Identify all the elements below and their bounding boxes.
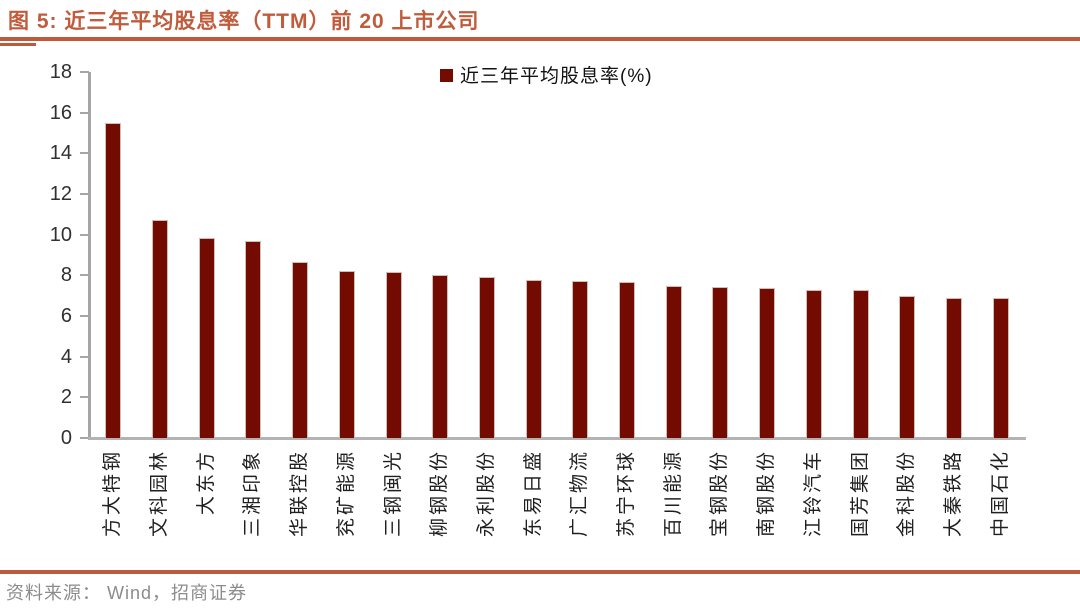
bar [338,271,355,438]
x-axis-label: 三钢闽光 [382,449,404,538]
title-rule-accent [0,43,36,46]
x-axis-label: 国芳集团 [849,449,871,538]
bar [992,297,1009,438]
y-axis-tick-mark [80,71,89,73]
bar [899,295,916,438]
y-axis-tick-label: 2 [60,386,72,409]
x-axis-label: 宝钢股份 [709,449,731,538]
x-axis-label: 江铃汽车 [802,449,824,538]
y-axis-tick-label: 14 [49,142,72,165]
bar [759,287,776,438]
bar [245,240,262,438]
y-axis-tick-label: 4 [60,345,72,368]
x-axis-label: 华联控股 [289,449,311,538]
x-axis-label: 文科园林 [149,449,171,538]
x-axis-label: 中国石化 [989,449,1011,538]
y-axis-tick-label: 6 [60,305,72,327]
bar [572,281,589,438]
y-axis-tick-mark [80,152,89,155]
bar [945,297,962,438]
x-axis-label: 苏宁环球 [616,449,638,538]
x-axis-label: 兖矿能源 [335,449,357,538]
bar [805,289,822,438]
x-axis-line [88,437,1026,440]
bar [712,286,729,438]
bar [432,275,449,438]
source-note: 资料来源： Wind，招商证券 [6,583,248,603]
x-axis-label: 柳钢股份 [429,449,451,538]
bar [525,280,542,438]
x-axis-label: 三湘印象 [242,449,264,538]
y-axis-tick-label: 12 [49,183,72,205]
y-axis-line [88,72,91,440]
x-axis-label: 金科股份 [896,449,918,538]
bar [152,220,169,438]
bar [619,282,636,438]
y-axis-tick-label: 8 [60,264,72,287]
bar [198,237,215,438]
y-axis-tick-mark [80,315,89,317]
y-axis-tick-label: 0 [60,427,72,449]
x-axis-labels: 方大特钢 文科园林 大东方 三湘印象 华联控股 兖矿能源 三钢闽光 柳钢股份 永利股份 东易日盛 广… [90,449,1024,571]
bar [292,262,309,438]
plot-area [90,72,1024,438]
x-axis-label: 南钢股份 [756,449,778,538]
chart-legend: 近三年平均股息率(%) [440,61,653,88]
footer-rule [0,570,1080,574]
y-axis-tick-mark [80,233,89,236]
y-axis-tick-label: 10 [49,223,72,246]
bar [478,277,495,438]
y-axis-tick-mark [80,111,89,114]
x-axis-label: 大东方 [195,449,217,516]
y-axis-tick-label: 16 [49,101,72,124]
y-axis-tick-mark [80,274,89,277]
bar [852,289,869,438]
x-axis-label: 永利股份 [475,449,497,538]
y-axis-tick-mark [80,355,89,358]
y-axis-tick-mark [80,396,89,399]
x-axis-label: 广汇物流 [569,449,591,538]
y-axis-tick-mark [80,437,89,439]
bar [665,285,682,438]
legend-swatch-icon [440,69,453,82]
legend-label: 近三年平均股息率(%) [460,66,653,87]
bar [385,272,402,438]
x-axis-label: 方大特钢 [102,449,124,538]
x-axis-label: 大秦铁路 [942,449,964,538]
y-axis-tick-mark [80,193,89,195]
y-axis-tick-label: 18 [49,61,72,83]
bar [105,122,122,438]
title-rule [0,37,1080,41]
x-axis-label: 东易日盛 [522,449,544,538]
x-axis-label: 百川能源 [662,449,684,538]
figure-title: 图 5: 近三年平均股息率（TTM）前 20 上市公司 [8,10,480,33]
